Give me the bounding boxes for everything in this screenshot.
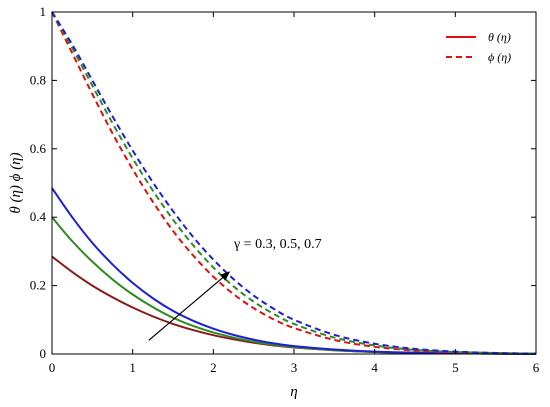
y-tick-label-0: 0 — [40, 346, 47, 361]
x-axis-label: η — [290, 384, 297, 400]
annotation-arrow — [148, 271, 231, 341]
x-tick-label-3: 3 — [291, 360, 298, 375]
legend: θ (η) ϕ (η) — [446, 30, 511, 64]
x-tick-label-4: 4 — [371, 360, 378, 375]
series-line-5 — [51, 11, 537, 355]
y-tick-label-2: 0.4 — [30, 209, 47, 224]
series-layer — [51, 11, 537, 355]
y-axis-label: θ (η) ϕ (η) — [8, 152, 24, 213]
series-line-2 — [51, 187, 537, 355]
plot-background — [52, 12, 536, 354]
legend-label-phi: ϕ (η) — [488, 50, 511, 64]
x-tick-label-2: 2 — [210, 360, 217, 375]
ticks-layer: 0 1 2 3 4 5 6 0 0.2 0.4 0.6 0.8 1 — [30, 4, 540, 375]
x-tick-label-0: 0 — [49, 360, 56, 375]
y-tick-label-5: 1 — [40, 4, 47, 19]
y-tick-label-3: 0.6 — [30, 141, 47, 156]
y-tick-label-4: 0.8 — [30, 72, 46, 87]
x-tick-label-6: 6 — [533, 360, 540, 375]
y-tick-label-1: 0.2 — [30, 278, 46, 293]
x-tick-label-5: 5 — [452, 360, 459, 375]
series-line-4 — [51, 11, 537, 355]
x-tick-label-1: 1 — [129, 360, 136, 375]
series-line-3 — [51, 11, 537, 355]
legend-label-theta: θ (η) — [488, 30, 511, 44]
annotation-text: γ = 0.3, 0.5, 0.7 — [233, 237, 322, 252]
